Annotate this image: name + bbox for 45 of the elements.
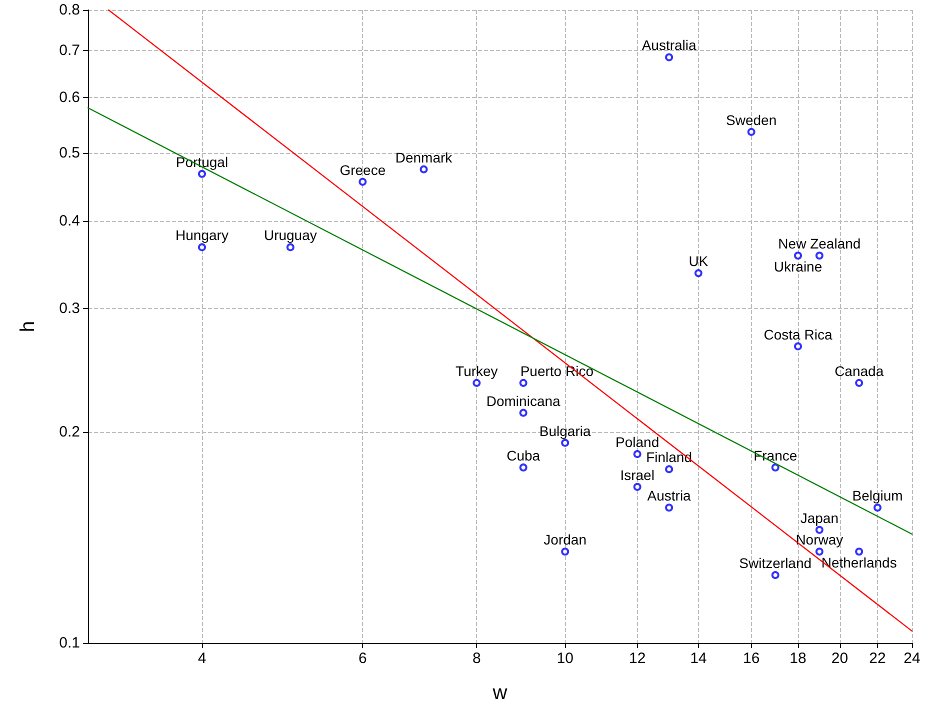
annotation: Austria [647,488,692,504]
annotation: Bulgaria [539,422,591,439]
x-tick-label: 6 [358,650,367,667]
x-tick-label: 24 [904,650,920,667]
annotation: Japan [800,510,839,526]
y-axis-title: h [17,320,39,332]
annotation: Denmark [395,149,454,166]
annotation: Switzerland [739,555,812,572]
x-axis-title: w [492,682,508,704]
x-tick-label: 16 [742,650,760,667]
annotation: Australia [642,37,696,54]
annotation: Uruguay [264,227,317,244]
y-tick-label: 0.6 [59,89,80,106]
y-tick-label: 0.7 [59,42,80,60]
annotation: Ukraine [774,258,822,275]
x-tick-label: 12 [628,650,646,667]
x-tick-label: 4 [198,650,206,667]
y-tick-label: 0.4 [59,212,80,230]
x-tick-label: 22 [869,650,886,667]
y-tick-label: 0.2 [59,424,80,440]
x-tick-label: 10 [556,650,574,667]
y-tick-label: 0.5 [59,144,80,162]
annotation: Norway [796,532,844,548]
x-tick-label: 8 [472,650,481,667]
annotation: Poland [616,434,660,450]
annotation: UK [688,253,709,270]
annotation: Netherlands [821,554,897,571]
annotation: Hungary [176,227,228,244]
annotation: Sweden [726,112,777,128]
annotation: Cuba [506,447,540,464]
x-tick-label: 18 [790,650,806,667]
annotation: Israel [620,466,654,483]
y-tick-label: 0.1 [59,634,80,652]
annotation: Canada [834,362,884,379]
x-tick-label: 14 [690,650,707,667]
x-tick-label: 20 [831,650,848,667]
annotation: Turkey [456,362,498,379]
annotation: Costa Rica [764,326,832,342]
annotation: New Zealand [778,236,861,252]
y-tick-label: 0.3 [59,300,80,318]
annotation: Belgium [852,488,903,504]
annotation: Jordan [544,532,586,548]
y-tick-label: 0.8 [59,2,80,18]
annotation: Greece [340,162,386,178]
annotation: Dominicana [486,392,561,409]
